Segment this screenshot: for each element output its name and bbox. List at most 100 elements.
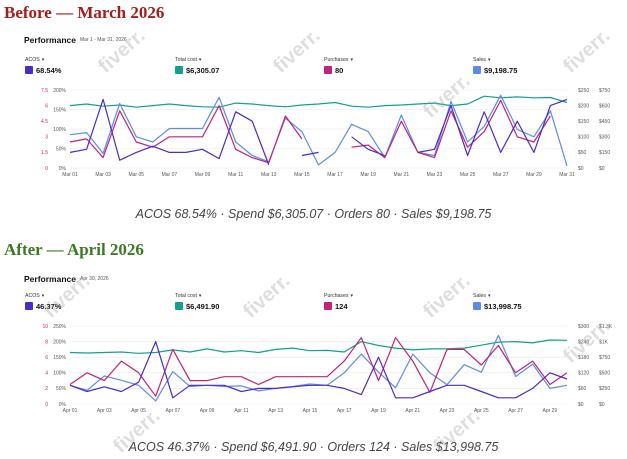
after-purchases-tick-label: 2 — [45, 386, 48, 392]
chevron-down-icon: ▾ — [487, 293, 491, 299]
chevron-down-icon: ▾ — [350, 293, 354, 299]
metric-value: $13,998.75 — [484, 301, 522, 311]
metric-label: Sales — [473, 293, 486, 299]
before-purchases-tick-label: 6 — [45, 103, 48, 109]
before-cost-tick-label: $0 — [578, 166, 584, 172]
metric-label: Total cost — [175, 293, 197, 299]
before-x-tick-label: Mar 07 — [162, 172, 178, 178]
after-metric-total-cost[interactable]: Total cost ▾ $6,491.90 — [175, 292, 275, 314]
before-x-tick-label: Mar 17 — [327, 172, 343, 178]
after-cost-tick-label: $300 — [578, 324, 589, 330]
after-acos-tick-label: 250% — [53, 324, 66, 330]
metric-label: Total cost — [175, 57, 197, 63]
sales-swatch — [473, 66, 481, 74]
before-heading: Before — March 2026 — [4, 3, 165, 22]
before-sales-tick-label: $150 — [599, 150, 610, 156]
before-x-tick-label: Mar 13 — [261, 172, 277, 178]
metric-label: Purchases — [324, 293, 349, 299]
after-cost-tick-label: $60 — [578, 386, 587, 392]
before-acos-tick-label: 0% — [59, 166, 67, 172]
after-series-sales — [69, 334, 568, 402]
after-purchases-tick-label: 8 — [45, 339, 48, 345]
purchases-swatch — [324, 66, 332, 74]
after-x-tick-label: Apr 05 — [131, 408, 146, 414]
after-acos-tick-label: 0% — [59, 402, 67, 408]
after-x-tick-label: Apr 27 — [508, 408, 523, 414]
before-performance-chart: 0 1.5 3 4.5 6 7.5 0% 50% 100% 150% 200% $0 $50 $100 $1… — [41, 88, 610, 178]
metric-value: 46.37% — [36, 301, 62, 311]
before-x-tick-label: Mar 25 — [460, 172, 476, 178]
before-x-tick-label: Mar 03 — [95, 172, 111, 178]
watermark-fiverr: fiverr. — [419, 269, 475, 323]
after-heading: After — April 2026 — [4, 240, 144, 259]
after-x-tick-label: Apr 09 — [200, 408, 215, 414]
before-sales-tick-label: $750 — [599, 88, 610, 94]
after-metric-sales[interactable]: Sales ▾ $13,998.75 — [473, 292, 573, 314]
before-metric-sales[interactable]: Sales ▾ $9,198.75 — [473, 56, 573, 78]
after-sales-tick-label: $0 — [599, 402, 605, 408]
after-x-tick-label: Apr 01 — [63, 408, 78, 414]
after-sales-tick-label: $1.3K — [599, 324, 613, 330]
acos-swatch — [25, 302, 33, 310]
total-cost-swatch — [175, 302, 183, 310]
after-sales-tick-label: $500 — [599, 371, 610, 377]
before-cost-tick-label: $50 — [578, 150, 587, 156]
after-metric-acos[interactable]: ACOS ▾ 46.37% — [25, 292, 125, 314]
before-x-tick-label: Mar 29 — [526, 172, 542, 178]
watermark-fiverr: fiverr. — [269, 24, 325, 78]
before-cost-tick-label: $150 — [578, 119, 589, 125]
chevron-down-icon: ▾ — [198, 57, 202, 63]
after-series-total-cost — [69, 339, 568, 354]
chevron-down-icon: ▾ — [41, 293, 45, 299]
before-cost-tick-label: $100 — [578, 135, 589, 141]
before-sales-tick-label: $450 — [599, 119, 610, 125]
after-purchases-tick-label: 6 — [45, 355, 48, 361]
before-purchases-tick-label: 7.5 — [41, 88, 48, 94]
after-cost-tick-label: $0 — [578, 402, 584, 408]
after-x-tick-label: Apr 07 — [165, 408, 180, 414]
before-series-purchases — [69, 99, 551, 164]
after-acos-tick-label: 50% — [56, 386, 67, 392]
chevron-down-icon: ▾ — [41, 57, 45, 63]
after-cost-tick-label: $240 — [578, 339, 589, 345]
after-series-purchases — [69, 337, 568, 397]
metric-value: $6,305.07 — [186, 65, 220, 75]
after-sales-tick-label: $250 — [599, 386, 610, 392]
before-x-tick-label: Mar 11 — [228, 172, 243, 178]
metric-value: 68.54% — [36, 65, 62, 75]
before-purchases-tick-label: 1.5 — [41, 150, 48, 156]
before-acos-tick-label: 200% — [53, 88, 66, 94]
metric-label: Purchases — [324, 57, 349, 63]
purchases-swatch — [324, 302, 332, 310]
before-purchases-tick-label: 0 — [45, 166, 48, 172]
after-cost-tick-label: $120 — [578, 371, 589, 377]
before-metric-total-cost[interactable]: Total cost ▾ $6,305.07 — [175, 56, 275, 78]
after-sales-tick-label: $750 — [599, 355, 610, 361]
before-metric-acos[interactable]: ACOS ▾ 68.54% — [25, 56, 125, 78]
after-x-tick-label: Apr 21 — [405, 408, 420, 414]
chevron-down-icon: ▾ — [350, 57, 354, 63]
after-metric-purchases[interactable]: Purchases ▾ 124 — [324, 292, 424, 314]
before-sales-tick-label: $600 — [599, 103, 610, 109]
before-metric-purchases[interactable]: Purchases ▾ 80 — [324, 56, 424, 78]
after-series-acos — [69, 341, 568, 399]
before-cost-tick-label: $200 — [578, 103, 589, 109]
chevron-down-icon: ▾ — [198, 293, 202, 299]
after-sales-tick-label: $1K — [599, 339, 609, 345]
before-sales-tick-label: $300 — [599, 135, 610, 141]
metric-label: ACOS — [25, 293, 40, 299]
before-series-sales — [69, 94, 568, 167]
after-cost-tick-label: $180 — [578, 355, 589, 361]
sales-swatch — [473, 302, 481, 310]
before-x-tick-label: Mar 09 — [195, 172, 211, 178]
acos-swatch — [25, 66, 33, 74]
chevron-down-icon: ▾ — [487, 57, 491, 63]
before-performance-title: Performance — [24, 35, 76, 45]
after-performance-chart: 02468100%50%100%150%200%250%$0$60$120$18… — [42, 324, 613, 414]
before-x-tick-label: Mar 05 — [128, 172, 144, 178]
before-x-tick-label: Mar 19 — [360, 172, 376, 178]
after-x-tick-label: Apr 25 — [474, 408, 489, 414]
before-x-tick-label: Mar 31 — [559, 172, 575, 178]
after-performance-title: Performance — [24, 274, 76, 284]
before-x-tick-label: Mar 23 — [427, 172, 443, 178]
